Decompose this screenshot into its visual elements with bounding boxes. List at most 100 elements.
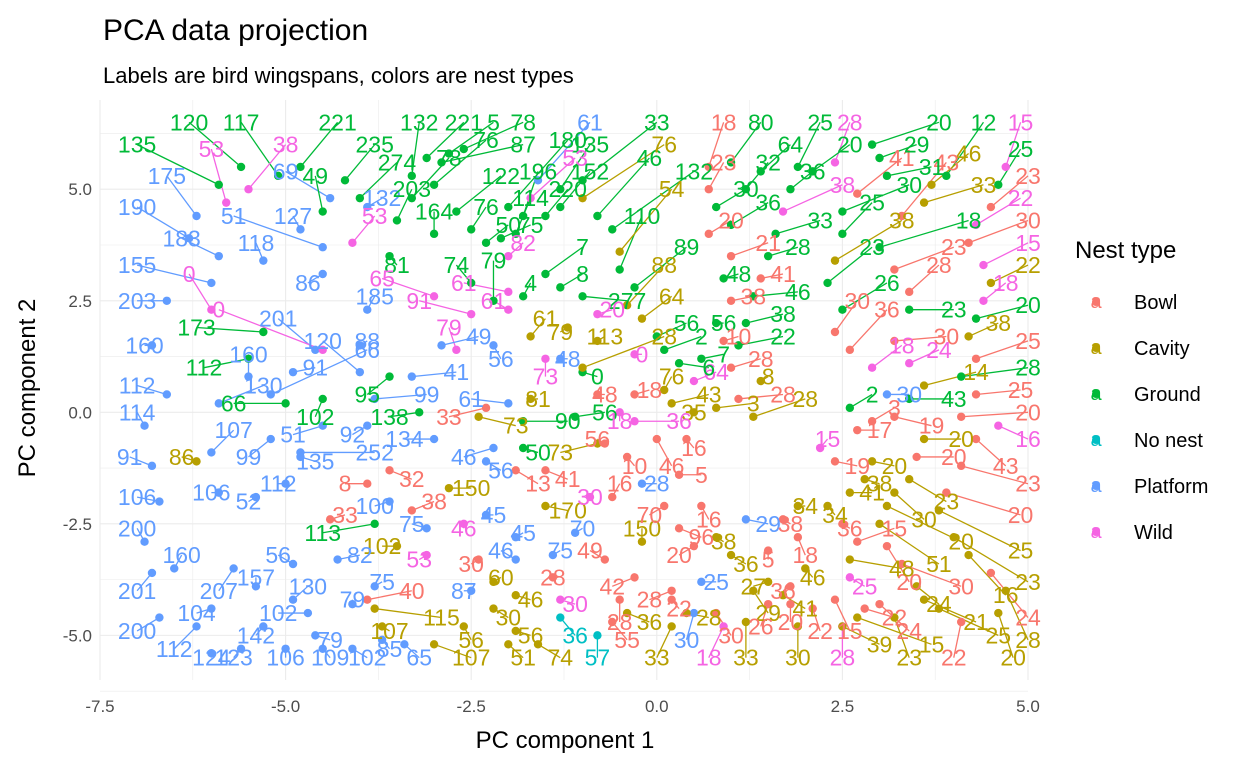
- point-label: 0: [591, 364, 604, 390]
- point-label: 124: [192, 645, 231, 671]
- data-point: [786, 185, 795, 194]
- point-label: 15: [815, 426, 841, 452]
- point-label: 85: [377, 636, 403, 662]
- point-label: 127: [274, 203, 312, 229]
- label-connector: [433, 139, 487, 186]
- data-point: [711, 318, 721, 328]
- point-label: 135: [118, 132, 156, 158]
- label-connector: [537, 643, 561, 659]
- data-point: [964, 550, 973, 560]
- point-label: 200: [118, 618, 156, 644]
- point-label: 95: [354, 381, 380, 407]
- point-label: 29: [755, 600, 781, 626]
- point-label: 36: [770, 578, 796, 604]
- point-label: 22: [1015, 252, 1041, 278]
- point-label: 20: [948, 529, 974, 555]
- data-point: [355, 341, 365, 350]
- label-connector: [515, 469, 539, 485]
- data-point: [667, 622, 676, 631]
- label-connector: [367, 590, 412, 601]
- point-label: 24: [1015, 605, 1041, 631]
- point-label: 73: [533, 364, 559, 390]
- point-label: 175: [148, 163, 186, 189]
- point-label: 86: [295, 270, 321, 296]
- point-label: 28: [651, 323, 677, 349]
- x-tick-label: 0.0: [645, 697, 669, 716]
- data-point: [348, 599, 357, 609]
- label-connector: [188, 121, 242, 168]
- point-label: 190: [118, 194, 156, 220]
- point-label: 49: [302, 163, 328, 189]
- data-point: [288, 595, 298, 604]
- label-connector: [210, 148, 227, 203]
- data-point: [429, 640, 439, 649]
- label-connector: [871, 407, 895, 422]
- point-label: 32: [755, 149, 781, 175]
- point-label: 73: [547, 439, 573, 465]
- point-label: 28: [637, 587, 663, 613]
- data-point: [504, 202, 513, 212]
- label-connector: [248, 438, 272, 458]
- label-connector: [886, 166, 932, 177]
- data-point: [593, 439, 602, 448]
- point-label: 61: [451, 270, 477, 296]
- data-point: [162, 296, 172, 305]
- label-connector: [923, 184, 984, 204]
- data-point: [429, 180, 439, 189]
- label-connector: [381, 277, 435, 297]
- legend: Nest type aBowl aCavity aGround aNo nest aPl…: [1075, 237, 1208, 544]
- data-point: [556, 185, 565, 194]
- point-label: 50: [496, 212, 522, 238]
- label-connector: [961, 465, 1029, 485]
- label-connector: [441, 143, 524, 164]
- label-connector: [938, 608, 999, 636]
- point-label: 8: [576, 261, 589, 287]
- data-point: [370, 394, 379, 404]
- data-point: [385, 497, 394, 506]
- data-point: [207, 448, 216, 457]
- point-label: 99: [414, 381, 440, 407]
- label-connector: [775, 219, 821, 235]
- data-point: [259, 327, 268, 337]
- label-connector: [812, 144, 851, 172]
- point-label: 75: [369, 569, 395, 595]
- point-label: 8: [762, 364, 775, 390]
- point-label: 74: [444, 252, 470, 278]
- data-point: [533, 176, 543, 185]
- data-point: [971, 434, 981, 444]
- data-point: [860, 604, 869, 613]
- point-label: 28: [830, 645, 856, 671]
- label-connector: [285, 170, 331, 199]
- data-point: [838, 519, 847, 529]
- point-label: 25: [703, 569, 729, 595]
- data-point: [697, 501, 706, 511]
- point-label: 29: [904, 132, 930, 158]
- point-label: 201: [259, 306, 297, 332]
- point-label: 35: [681, 399, 707, 425]
- point-label: 170: [549, 497, 587, 523]
- data-point: [207, 604, 216, 613]
- data-point: [882, 171, 892, 181]
- data-point: [630, 573, 639, 582]
- data-point: [994, 608, 1003, 618]
- point-label: 56: [488, 346, 514, 372]
- point-label: 36: [874, 297, 900, 323]
- data-point: [875, 243, 884, 252]
- data-point: [763, 599, 773, 609]
- label-connector: [946, 491, 1021, 516]
- data-point: [429, 434, 439, 444]
- data-point: [674, 524, 684, 533]
- data-point: [147, 568, 157, 578]
- point-label: 112: [260, 471, 297, 497]
- point-label: 130: [244, 373, 282, 399]
- point-label: 180: [549, 127, 587, 153]
- point-label: 18: [711, 109, 737, 135]
- data-point: [251, 492, 261, 502]
- label-connector: [218, 309, 323, 351]
- point-label: 78: [436, 145, 462, 171]
- label-connector: [374, 607, 442, 619]
- label-connector: [953, 621, 962, 658]
- label-connector: [983, 242, 1029, 266]
- data-point: [830, 327, 840, 337]
- point-label: 79: [340, 587, 366, 613]
